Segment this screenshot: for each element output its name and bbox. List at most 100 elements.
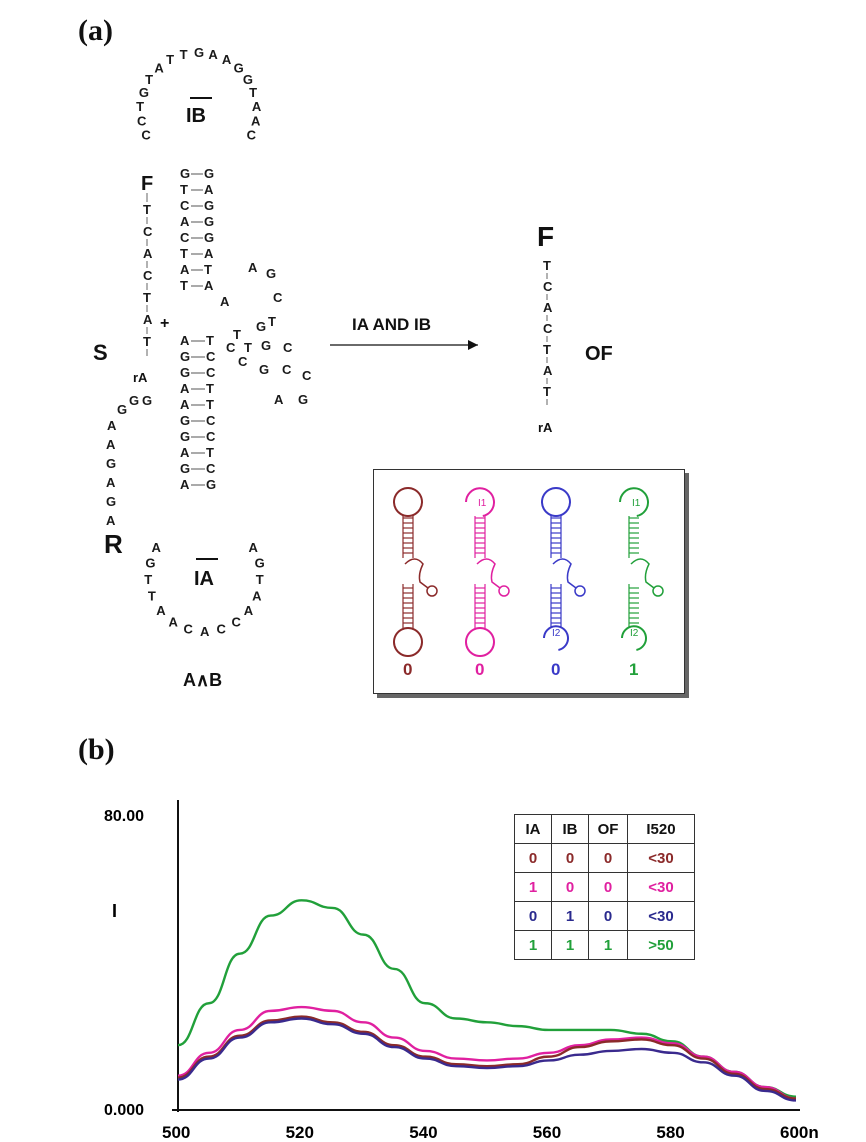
- base-letter: A: [200, 624, 210, 639]
- base-letter: A: [107, 418, 117, 433]
- base-letter: G: [180, 166, 190, 181]
- cell-ia: 1: [514, 930, 552, 960]
- base-letter: C: [184, 622, 194, 637]
- cell-of: 0: [588, 872, 628, 902]
- construct-glyph-0: 0: [393, 487, 438, 679]
- truth-table-header: IA IB OF I520: [514, 814, 695, 844]
- base-letter: G: [204, 214, 214, 229]
- base-letter: A: [180, 333, 190, 348]
- base-letter: C: [283, 340, 293, 355]
- base-letter: T: [180, 278, 188, 293]
- cell-ia: 0: [514, 843, 552, 873]
- lower-stem: A TG CG CA TA TG CG CA TG CA G: [180, 333, 216, 492]
- cell-i520: <30: [627, 872, 695, 902]
- table-row: 0 0 0 <30: [514, 843, 695, 873]
- header-ib: IB: [551, 814, 589, 844]
- cell-ib: 1: [551, 930, 589, 960]
- header-i520: I520: [627, 814, 695, 844]
- loop-shape: [619, 487, 649, 517]
- base-letter: G: [206, 477, 216, 492]
- base-letter: T: [249, 85, 257, 100]
- base-letter: C: [143, 224, 153, 239]
- construct-glyph-1: I1 0: [465, 487, 510, 679]
- panel-a-label: (a): [78, 14, 113, 47]
- base-letter: G: [139, 85, 149, 100]
- core-loop: [652, 585, 664, 597]
- loop-shape: [393, 627, 423, 657]
- base-letter: T: [244, 340, 252, 355]
- base-letter: A: [169, 614, 179, 629]
- inset-constructs: 0 I1 0 I2 0 I1 I2 1: [393, 487, 664, 679]
- base-letter: G: [259, 362, 269, 377]
- core-shape: [404, 558, 429, 589]
- base-letter: T: [180, 182, 188, 197]
- base-letter: G: [298, 392, 308, 407]
- base-letter: A: [222, 52, 232, 67]
- input-label: I1: [478, 498, 487, 509]
- base-letter: A: [251, 114, 261, 129]
- input-label: I2: [552, 628, 561, 639]
- base-letter: T: [543, 384, 551, 399]
- base-letter: G: [180, 349, 190, 364]
- cell-i520: >50: [627, 930, 695, 960]
- base-letter: T: [543, 342, 551, 357]
- product-fluorophore: F: [537, 221, 554, 252]
- loop-shape: [543, 625, 569, 651]
- base-letter: C: [206, 413, 216, 428]
- arrowhead-icon: [468, 340, 478, 350]
- base-letter: G: [261, 338, 271, 353]
- base-letter: G: [180, 461, 190, 476]
- logic-gate-inset: 0 I1 0 I2 0 I1 I2 1: [373, 469, 685, 694]
- base-letter: T: [206, 445, 214, 460]
- cell-i520: <30: [627, 843, 695, 873]
- base-letter: G: [106, 456, 116, 471]
- core-loop: [574, 585, 586, 597]
- input-label: I1: [632, 498, 641, 509]
- base-letter: C: [137, 114, 147, 129]
- cell-i520: <30: [627, 901, 695, 931]
- base-letter: G: [117, 402, 127, 417]
- base-letter: G: [129, 393, 139, 408]
- base-letter: A: [143, 312, 153, 327]
- base-letter: C: [238, 354, 248, 369]
- cell-ib: 0: [551, 843, 589, 873]
- cell-ia: 0: [514, 901, 552, 931]
- truth-table: IA IB OF I520 0 0 0 <30 1 0 0 <30 0 1 0 …: [514, 814, 695, 960]
- core-loop: [426, 585, 438, 597]
- base-letter: G: [243, 72, 253, 87]
- base-letter: G: [255, 556, 265, 571]
- base-letter: A: [204, 278, 214, 293]
- base-letter: C: [180, 230, 190, 245]
- plus-sign: +: [160, 315, 169, 332]
- arrow-label: IA AND IB: [352, 315, 431, 334]
- base-letter: C: [302, 368, 312, 383]
- base-letter: C: [217, 622, 227, 637]
- cell-ia: 1: [514, 872, 552, 902]
- base-letter: T: [143, 334, 151, 349]
- base-letter: C: [543, 321, 553, 336]
- cell-ib: 0: [551, 872, 589, 902]
- fluorophore-label: F: [141, 173, 153, 195]
- base-letter: G: [234, 61, 244, 76]
- loop-shape: [465, 627, 495, 657]
- output-digit: 0: [551, 660, 560, 679]
- base-letter: C: [273, 290, 283, 305]
- r-label: R: [104, 529, 123, 559]
- base-letter: A: [106, 437, 116, 452]
- input-label: I2: [630, 628, 639, 639]
- base-letter: A: [274, 392, 284, 407]
- base-letter: C: [206, 349, 216, 364]
- base-letter: C: [180, 198, 190, 213]
- base-letter: A: [154, 61, 164, 76]
- base-letter: C: [141, 128, 151, 143]
- base-letter: A: [252, 99, 262, 114]
- base-letter: T: [148, 589, 156, 604]
- base-letter: T: [204, 262, 212, 277]
- base-letter: G: [106, 494, 116, 509]
- base-letter: A: [156, 603, 166, 618]
